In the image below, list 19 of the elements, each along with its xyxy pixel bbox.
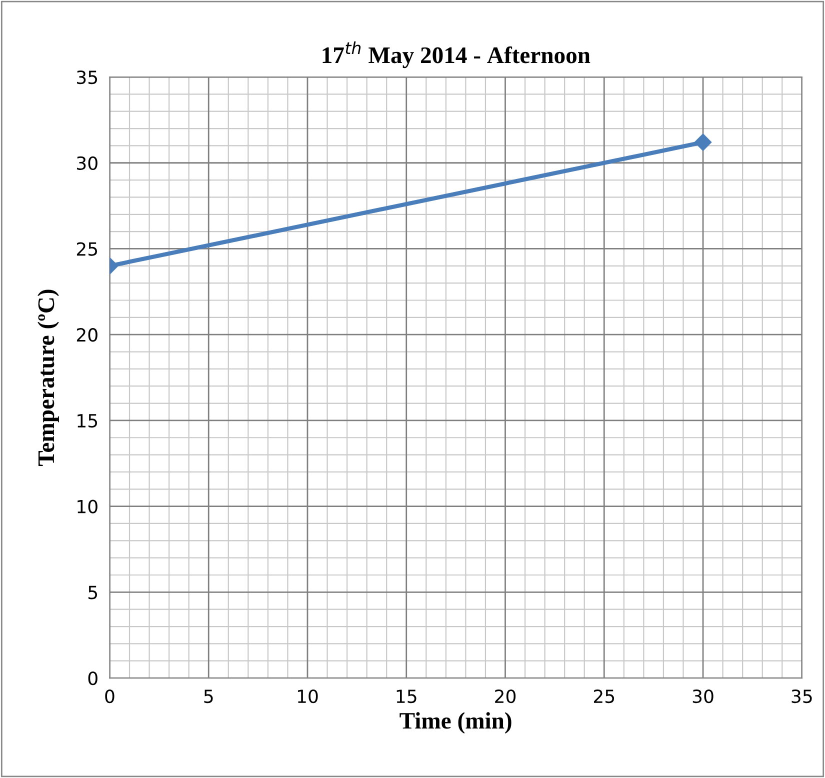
x-tick-label: 0 xyxy=(105,689,114,704)
y-tick-label: 20 xyxy=(76,328,98,342)
x-tick-label: 25 xyxy=(594,689,614,704)
y-tick-label: 25 xyxy=(76,242,98,256)
y-axis-title: Temperature (ºC) xyxy=(38,290,59,466)
y-tick-label: 0 xyxy=(88,671,98,686)
x-tick-label: 30 xyxy=(692,689,714,704)
y-tick-label: 30 xyxy=(77,156,98,170)
chart-title: 17$^{th}$ May 2014 - Afternoon xyxy=(322,41,590,68)
x-tick-label: 15 xyxy=(396,690,416,704)
y-tick-label: 5 xyxy=(88,586,98,600)
x-tick-label: 35 xyxy=(792,689,812,704)
x-axis-title: Time (min) xyxy=(400,712,512,734)
y-tick-label: 35 xyxy=(77,70,98,84)
x-tick-label: 20 xyxy=(495,689,516,704)
x-tick-label: 10 xyxy=(298,689,318,704)
y-tick-label: 15 xyxy=(78,414,98,428)
y-tick-label: 10 xyxy=(78,500,98,514)
x-tick-label: 5 xyxy=(204,690,213,704)
